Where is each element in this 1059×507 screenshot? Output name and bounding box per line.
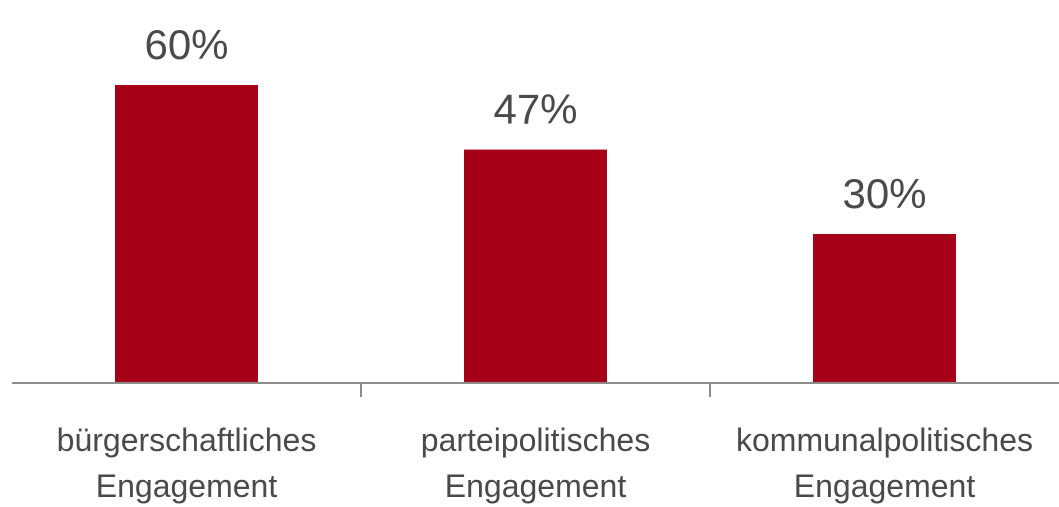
bar-3	[813, 234, 956, 383]
x-axis	[12, 382, 1059, 397]
labels-layer: 60% bürgerschaftliches Engagement 47% partei…	[57, 21, 1033, 504]
value-label-1: 60%	[144, 21, 228, 68]
category-label-1-line-2: Engagement	[96, 468, 278, 504]
value-label-2: 47%	[493, 86, 577, 133]
category-label-2-line-1: parteipolitisches	[421, 422, 650, 458]
value-label-3: 30%	[842, 170, 926, 217]
category-label-3-line-2: Engagement	[794, 468, 976, 504]
bar-1	[115, 85, 258, 383]
category-label-1-line-1: bürgerschaftliches	[57, 422, 317, 458]
bar-2	[464, 149, 607, 383]
bars-layer	[115, 85, 956, 383]
category-label-2-line-2: Engagement	[445, 468, 627, 504]
category-label-3-line-1: kommunalpolitisches	[736, 422, 1033, 458]
